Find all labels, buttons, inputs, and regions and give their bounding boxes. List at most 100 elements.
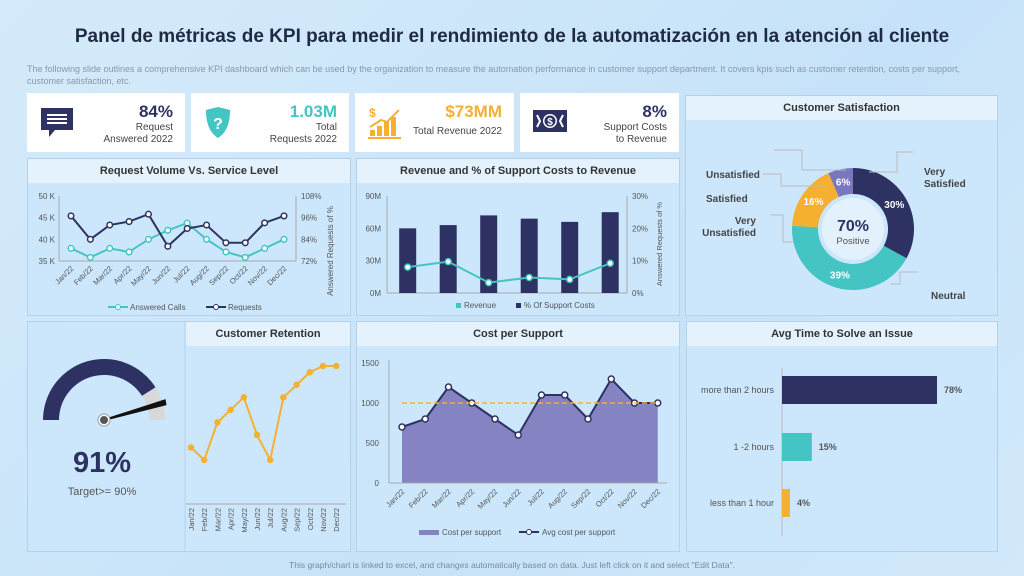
svg-text:?: ? [213, 116, 223, 133]
panel-title: Avg Time to Solve an Issue [687, 322, 997, 346]
legend-swatch [516, 303, 521, 308]
y-axis-title: Answered Requests of % [326, 206, 335, 296]
gauge-hub-dot [100, 416, 108, 424]
y-tick-label: 45 K [39, 214, 56, 223]
cost-point [584, 415, 592, 423]
y-tick-label: 50 K [39, 192, 56, 201]
gauge-value: 91% [73, 447, 131, 479]
gauge-fill [43, 359, 156, 420]
leader-line [763, 173, 826, 187]
y-tick-label: 20% [632, 224, 648, 233]
x-tick-label: Aug/22 [279, 508, 288, 532]
panel-title: Revenue and % of Support Costs to Revenu… [357, 159, 679, 183]
answered-calls-point [67, 244, 75, 252]
kpi-card-total-requests: ? 1.03M Total Requests 2022 [191, 93, 349, 152]
requests-point [280, 212, 288, 220]
retention-point [319, 362, 327, 370]
x-tick-label: Feb/22 [407, 487, 430, 510]
cost-point [537, 391, 546, 399]
bar [601, 212, 619, 293]
gauge-needle [104, 399, 167, 421]
kpi-value: $73MM [445, 102, 502, 121]
retention-point [200, 456, 208, 464]
x-tick-label: May/22 [476, 487, 500, 511]
panel-title: Customer Satisfaction [686, 96, 997, 120]
label-very-satisfied: Very Satisfied [924, 167, 966, 190]
satisfaction-donut-chart[interactable]: 30% 39% 16% 6% 70%Positive Unsatisfied Satisfi… [686, 120, 997, 315]
x-tick-label: Jan/22 [187, 508, 196, 531]
leader-line [891, 271, 918, 285]
y-tick-label: 30% [632, 192, 648, 201]
avg-time-chart[interactable]: more than 2 hours 78% 1 -2 hours 15% less th… [687, 346, 997, 551]
slice-label: 30% [884, 200, 904, 211]
bar [520, 218, 538, 293]
panel-title: Request Volume Vs. Service Level [28, 159, 350, 183]
retention-point [214, 419, 221, 426]
kpi-label: Total Revenue 2022 [413, 126, 502, 137]
y-tick-label: 10% [632, 257, 648, 266]
cost-point [607, 375, 615, 383]
legend-label: Answered Calls [130, 303, 186, 312]
bar [782, 376, 937, 404]
x-tick-label: Jul/22 [266, 508, 275, 528]
legend-swatch [419, 530, 439, 535]
y-tick-label: 1000 [361, 399, 379, 408]
requests-point [222, 239, 230, 247]
retention-point [293, 381, 300, 389]
x-tick-label: Nov/22 [319, 508, 328, 532]
kpi-card-requests-answered: 84% Request Answered 2022 [27, 93, 185, 152]
bar-value-label: 15% [819, 442, 837, 452]
answered-calls-point [164, 226, 172, 234]
y-tick-label: 90M [365, 192, 381, 201]
requests-point [67, 212, 75, 220]
gauge-target: Target>= 90% [68, 486, 137, 498]
request-volume-chart[interactable]: 35 K 40 K 45 K 50 K 72% 84% 96% 108% Jan/22Feb/2… [28, 183, 350, 315]
panel-title: Cost per Support [357, 322, 679, 346]
x-tick-label: Jun/22 [500, 487, 522, 509]
revenue-point [565, 275, 574, 284]
x-tick-label: Jan/22 [384, 487, 406, 509]
bar [782, 489, 790, 517]
cost-point [514, 431, 522, 439]
retention-point [266, 456, 274, 464]
x-tick-label: Mar/22 [430, 487, 453, 510]
bar [399, 228, 417, 293]
revenue-panel: Revenue and % of Support Costs to Revenu… [356, 158, 680, 316]
legend-label: Cost per support [442, 528, 502, 537]
cost-per-support-panel: Cost per Support 0 500 1000 1500 Jan/22 Feb/2… [356, 321, 680, 552]
retention-point [227, 406, 234, 414]
answered-calls-point [280, 235, 288, 243]
revenue-point [403, 263, 412, 271]
legend-label: Revenue [464, 301, 497, 310]
retention-chart[interactable]: 91% Target>= 90% Jan/22 Feb/22 Mar/22 Apr/22 M… [28, 322, 350, 551]
kpi-value: 8% [642, 102, 667, 121]
answered-calls-point [125, 248, 133, 256]
legend-marker [213, 304, 219, 310]
cost-point [444, 383, 453, 391]
legend-marker [115, 304, 121, 310]
x-tick-label: May/22 [129, 264, 153, 288]
footer-note: This graph/chart is linked to excel, and… [289, 560, 735, 570]
donut-slice [853, 168, 914, 259]
money-bill-icon: $ [533, 110, 567, 132]
retention-point [332, 362, 340, 370]
x-tick-label: Apr/22 [454, 487, 476, 509]
y-tick-label: 0% [632, 289, 644, 298]
kpi-value: 84% [138, 102, 173, 121]
legend-label: Requests [228, 303, 262, 312]
leader-line [869, 151, 913, 173]
x-tick-label: Mar/22 [213, 508, 222, 531]
revenue-chart[interactable]: 0M 30M 60M 90M 0% 10% 20% 30% Answered Requests … [357, 183, 679, 315]
y-tick-label: 30M [365, 257, 381, 266]
cost-point [398, 423, 406, 431]
x-tick-label: Feb/22 [72, 264, 95, 287]
y-tick-label: 40 K [39, 235, 56, 244]
shield-question-icon: ? [206, 107, 230, 138]
x-tick-label: Sep/22 [569, 487, 592, 510]
cost-per-support-chart[interactable]: 0 500 1000 1500 Jan/22 Feb/22 Mar/22 Apr/22 May/… [357, 346, 679, 551]
category-label: more than 2 hours [701, 385, 775, 395]
legend-label: Avg cost per support [542, 528, 616, 537]
retention-point [187, 444, 195, 451]
donut-slice [828, 168, 853, 197]
x-tick-label: Nov/22 [246, 264, 269, 287]
